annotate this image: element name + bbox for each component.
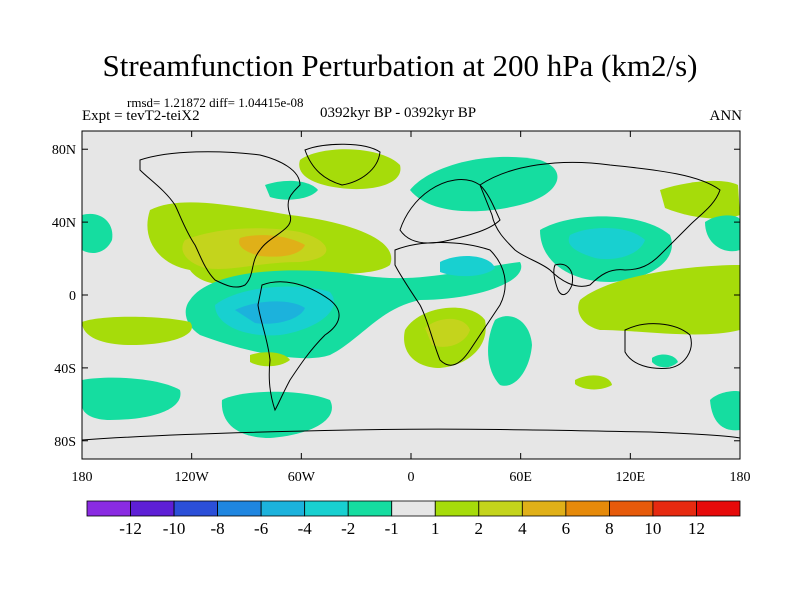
colorbar-label: 12 [688, 519, 705, 538]
colorbar-swatch [130, 500, 175, 517]
colorbar-swatch [434, 500, 480, 517]
axis-ticks: 180 120W 60W 0 60E 120E 180 80N 40N 0 40S 80S [52, 131, 751, 485]
contour-negative-region [488, 316, 532, 386]
plot-title: Streamfunction Perturbation at 200 hPa (… [102, 48, 698, 83]
contour-negative-region [235, 301, 305, 324]
x-tick-label: 120W [175, 470, 210, 485]
contour-negative-region [440, 256, 495, 277]
x-tick-label: 180 [72, 470, 93, 485]
season-label: ANN [709, 108, 743, 124]
y-tick-label: 80S [54, 435, 76, 450]
colorbar-swatch [478, 500, 523, 517]
colorbar-swatch [173, 500, 218, 517]
colorbar-label: -4 [298, 519, 313, 538]
contour-negative-region [410, 156, 558, 212]
contour-negative-region [82, 213, 113, 253]
coastline-antarctica [82, 428, 740, 441]
colorbar-label: 10 [644, 519, 661, 538]
x-tick-label: 60E [509, 470, 532, 485]
coastline-india [553, 263, 574, 296]
contour-positive-region [299, 149, 401, 190]
contour-negative-region [652, 354, 678, 368]
period-label: 0392kyr BP - 0392kyr BP [320, 105, 477, 121]
contour-negative-region [82, 377, 181, 420]
colorbar-label: 4 [518, 519, 527, 538]
y-tick-label: 0 [69, 289, 76, 304]
colorbar-swatch [565, 500, 610, 517]
colorbar-label: -6 [254, 519, 268, 538]
experiment-label: Expt = tevT2-teiX2 [82, 108, 200, 124]
colorbar-swatch [696, 500, 741, 517]
contour-positive-region [578, 265, 740, 335]
contour-positive-region [575, 375, 612, 390]
y-tick-label: 80N [52, 143, 76, 158]
coastline-greenland [304, 143, 381, 186]
colorbar-label: 2 [475, 519, 484, 538]
colorbar-swatch [391, 500, 436, 517]
coastlines [82, 143, 740, 441]
rmsd-diff-text: rmsd= 1.21872 diff= 1.04415e-08 [127, 95, 304, 110]
coastline-south-america [257, 281, 340, 412]
colorbar-swatch [609, 500, 654, 517]
coastline-africa [394, 242, 506, 366]
x-tick-label: 180 [730, 470, 751, 485]
colorbar-label: 1 [431, 519, 440, 538]
colorbar-label: -10 [163, 519, 186, 538]
contour-positive-region [82, 316, 192, 345]
colorbar-swatch [217, 500, 262, 517]
colorbar-label: -1 [385, 519, 399, 538]
x-tick-label: 60W [288, 470, 316, 485]
colorbar-swatch [652, 500, 697, 517]
coastline-europe [399, 179, 501, 244]
colorbar-label: 8 [605, 519, 614, 538]
contour-negative-region [710, 390, 740, 431]
colorbar-label: -8 [211, 519, 225, 538]
coastline-north-america [139, 151, 301, 288]
x-tick-label: 0 [408, 470, 415, 485]
colorbar-swatch [86, 500, 131, 517]
colorbar-swatch [347, 500, 393, 517]
contour-negative-region [221, 391, 332, 438]
colorbar-swatch [260, 500, 306, 517]
coastline-australia [624, 323, 692, 369]
colorbar-label: -2 [341, 519, 355, 538]
contour-negative-region [705, 215, 740, 252]
colorbar: -12 -10 -8 -6 -4 -2 -1 1 2 4 6 8 10 12 [86, 500, 741, 538]
contour-fills [82, 149, 740, 438]
contour-negative-region [265, 180, 318, 200]
colorbar-swatch [304, 500, 349, 517]
x-tick-label: 120E [616, 470, 646, 485]
contour-negative-region [568, 228, 645, 260]
coastline-asia [479, 161, 721, 287]
colorbar-label: -12 [119, 519, 142, 538]
colorbar-label: 6 [562, 519, 571, 538]
colorbar-swatch [521, 500, 567, 517]
y-tick-label: 40N [52, 216, 76, 231]
contour-positive-region [239, 235, 305, 257]
contour-positive-region [425, 318, 470, 347]
y-tick-label: 40S [54, 362, 76, 377]
